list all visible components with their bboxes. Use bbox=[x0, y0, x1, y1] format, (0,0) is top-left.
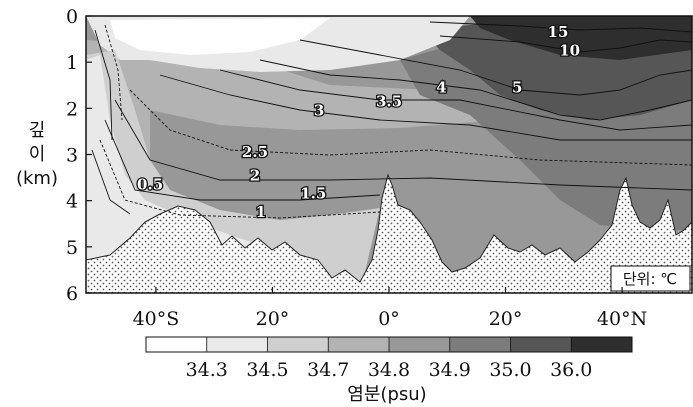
isotherm-label: 4 bbox=[436, 79, 446, 97]
isotherm-label: 2 bbox=[250, 166, 260, 184]
isotherm-line-15 bbox=[429, 21, 693, 33]
colorbar-swatch bbox=[389, 337, 451, 352]
x-tick-label: 0° bbox=[378, 308, 400, 330]
isotherm-line-2 bbox=[114, 99, 693, 191]
colorbar-tick-label: 34.3 bbox=[186, 359, 228, 381]
y-tick-label: 4 bbox=[66, 191, 78, 213]
isotherm-line-4 bbox=[259, 59, 693, 121]
colorbar-tick-label: 34.7 bbox=[307, 359, 349, 381]
colorbar-swatch bbox=[267, 337, 329, 352]
isotherm-line-5 bbox=[299, 39, 693, 96]
unit-note-box bbox=[610, 265, 691, 292]
isotherm-label: 3 bbox=[314, 102, 324, 120]
colorbar-tick-label: 35.0 bbox=[489, 359, 531, 381]
colorbar-swatch bbox=[206, 337, 268, 352]
colorbar: 34.3 34.5 34.7 34.8 34.9 35.0 36.0 bbox=[145, 336, 633, 381]
colorbar-tick-label: 34.9 bbox=[429, 359, 471, 381]
y-axis: 0 1 2 3 4 5 6 bbox=[66, 6, 92, 305]
y-label-line-2: 이 bbox=[29, 144, 46, 165]
isotherm-line-3 bbox=[159, 74, 692, 141]
isotherm-line-3-5 bbox=[219, 69, 693, 131]
unit-note: 단위: ℃ bbox=[623, 270, 677, 288]
salinity-band-34-3 bbox=[110, 18, 330, 55]
isotherm-label: 3.5 bbox=[376, 92, 402, 110]
x-tick-label: 20° bbox=[256, 308, 290, 330]
colorbar-swatch bbox=[449, 337, 511, 352]
colorbar-title: 염분(psu) bbox=[347, 384, 426, 405]
salinity-band-max bbox=[470, 16, 692, 60]
isotherm-lines bbox=[91, 21, 693, 219]
y-axis-label: 깊 이 (km) bbox=[16, 120, 58, 189]
isotherm-line-2-5 bbox=[129, 89, 693, 166]
isotherm-line-1-5 bbox=[104, 119, 381, 201]
y-label-line-1: 깊 bbox=[29, 120, 46, 141]
x-tick-label: 20° bbox=[489, 308, 523, 330]
colorbar-swatch bbox=[328, 337, 390, 352]
y-tick-label: 6 bbox=[66, 283, 78, 305]
isotherm-line-south-a bbox=[94, 29, 113, 141]
colorbar-tick-label: 34.5 bbox=[246, 359, 288, 381]
isotherm-label: 2.5 bbox=[242, 143, 268, 161]
y-tick-label: 2 bbox=[66, 98, 78, 120]
isotherm-label: 1.5 bbox=[300, 185, 326, 203]
x-axis: 40°S 20° 0° 20° 40°N bbox=[133, 287, 647, 330]
isotherm-line-0-5 bbox=[91, 149, 131, 215]
isotherm-line-10 bbox=[439, 35, 693, 53]
salinity-field bbox=[86, 16, 692, 293]
colorbar-swatch bbox=[571, 337, 633, 352]
colorbar-tick-label: 36.0 bbox=[550, 359, 592, 381]
y-tick-label: 3 bbox=[66, 145, 78, 167]
isotherm-label: 0.5 bbox=[137, 176, 163, 194]
x-tick-label: 40°S bbox=[133, 308, 180, 330]
colorbar-tick-label: 34.8 bbox=[368, 359, 410, 381]
isotherm-label: 5 bbox=[512, 79, 522, 97]
x-tick-label: 40°N bbox=[597, 308, 647, 330]
y-tick-label: 1 bbox=[66, 52, 78, 74]
seafloor-topography bbox=[86, 173, 692, 293]
isotherm-label: 10 bbox=[559, 42, 580, 60]
isotherm-label: 1 bbox=[256, 203, 266, 221]
isotherm-label: 15 bbox=[548, 23, 569, 41]
isotherm-line-1 bbox=[99, 139, 381, 219]
y-label-line-3: (km) bbox=[16, 168, 58, 189]
colorbar-swatch bbox=[146, 337, 208, 352]
y-tick-label: 0 bbox=[66, 6, 78, 28]
y-tick-label: 5 bbox=[66, 237, 78, 259]
colorbar-swatch bbox=[510, 337, 572, 352]
isotherm-line-south-b bbox=[104, 24, 123, 121]
